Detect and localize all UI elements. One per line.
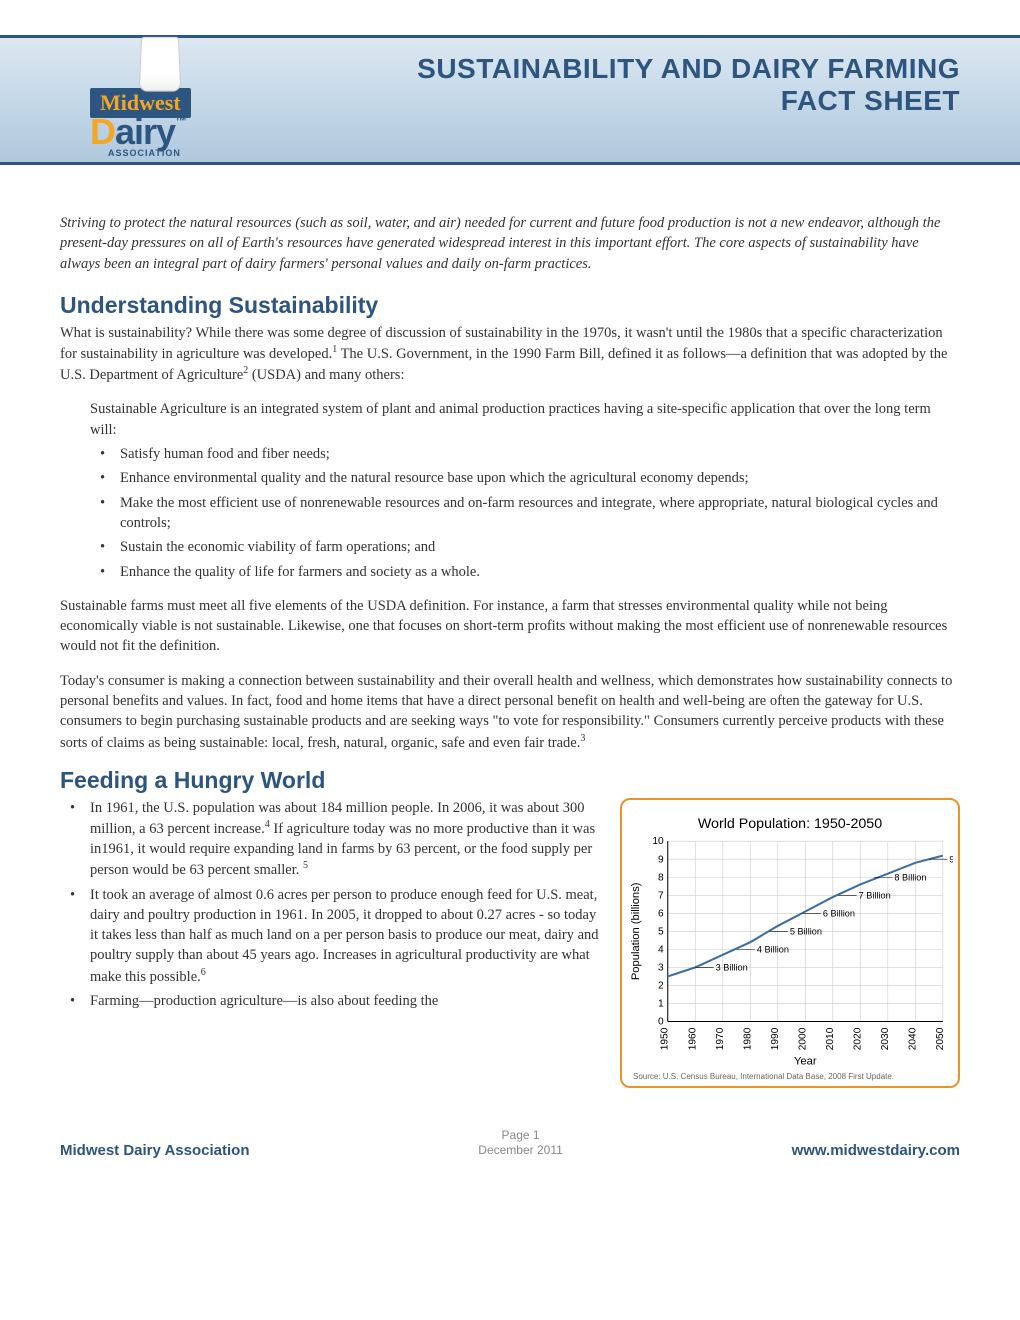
page-footer: Midwest Dairy Association Page 1 Decembe… (60, 1128, 960, 1159)
footer-org: Midwest Dairy Association (60, 1142, 250, 1159)
definition-intro: Sustainable Agriculture is an integrated… (90, 399, 960, 440)
svg-text:8: 8 (658, 872, 664, 883)
svg-text:2: 2 (658, 980, 664, 991)
svg-text:1960: 1960 (687, 1027, 698, 1050)
svg-text:2030: 2030 (880, 1027, 891, 1050)
svg-text:10: 10 (652, 836, 664, 847)
svg-text:8 Billion: 8 Billion (894, 872, 926, 882)
milk-glass-icon (139, 37, 182, 92)
logo-association: ASSOCIATION (108, 148, 191, 158)
page-title: SUSTAINABILITY AND DAIRY FARMING FACT SH… (60, 53, 960, 117)
logo: Midwest Dairy™ ASSOCIATION (90, 43, 191, 158)
svg-text:6 Billion: 6 Billion (823, 908, 855, 918)
svg-text:1: 1 (658, 998, 664, 1009)
list-item: Enhance the quality of life for farmers … (90, 562, 960, 582)
svg-text:1990: 1990 (770, 1027, 781, 1050)
svg-text:World Population: 1950-2050: World Population: 1950-2050 (698, 816, 882, 832)
svg-text:4: 4 (658, 944, 664, 955)
svg-text:1970: 1970 (715, 1027, 726, 1050)
svg-text:Population (billions): Population (billions) (630, 882, 642, 980)
svg-text:5: 5 (658, 926, 664, 937)
svg-text:7 Billion: 7 Billion (859, 890, 891, 900)
svg-text:2010: 2010 (825, 1027, 836, 1050)
definition-list: Satisfy human food and fiber needs; Enha… (90, 444, 960, 582)
chart-source: Source: U.S. Census Bureau, Internationa… (633, 1072, 953, 1081)
definition-block: Sustainable Agriculture is an integrated… (90, 399, 960, 581)
paragraph: What is sustainability? While there was … (60, 323, 960, 386)
svg-text:6: 6 (658, 908, 664, 919)
logo-dairy: Dairy™ (90, 116, 191, 148)
list-item: It took an average of almost 0.6 acres p… (60, 885, 600, 987)
svg-text:5 Billion: 5 Billion (790, 926, 822, 936)
list-item: Satisfy human food and fiber needs; (90, 444, 960, 464)
population-chart: World Population: 1950-2050 0 1 2 3 4 5 6 7 8 9 10 1… (627, 810, 953, 1070)
intro-paragraph: Striving to protect the natural resource… (60, 213, 960, 274)
title-line2: FACT SHEET (60, 85, 960, 117)
svg-text:1980: 1980 (742, 1027, 753, 1050)
svg-text:2050: 2050 (935, 1027, 946, 1050)
svg-text:2040: 2040 (907, 1027, 918, 1050)
paragraph: Sustainable farms must meet all five ele… (60, 596, 960, 657)
list-item: In 1961, the U.S. population was about 1… (60, 798, 600, 881)
list-item: Make the most efficient use of nonrenewa… (90, 493, 960, 534)
svg-text:9 Billion: 9 Billion (949, 854, 953, 864)
list-item: Farming—production agriculture—is also a… (60, 991, 600, 1011)
svg-text:4 Billion: 4 Billion (757, 944, 789, 954)
population-chart-box: World Population: 1950-2050 0 1 2 3 4 5 6 7 8 9 10 1… (620, 798, 960, 1088)
paragraph: Today's consumer is making a connection … (60, 671, 960, 753)
list-item: Sustain the economic viability of farm o… (90, 537, 960, 557)
svg-text:2000: 2000 (797, 1027, 808, 1050)
svg-text:3: 3 (658, 962, 664, 973)
svg-text:9: 9 (658, 854, 664, 865)
heading-understanding: Understanding Sustainability (60, 292, 960, 319)
svg-text:1950: 1950 (660, 1027, 671, 1050)
svg-text:3 Billion: 3 Billion (716, 962, 748, 972)
feeding-list: In 1961, the U.S. population was about 1… (60, 798, 600, 1011)
title-line1: SUSTAINABILITY AND DAIRY FARMING (60, 53, 960, 85)
header-banner: Midwest Dairy™ ASSOCIATION SUSTAINABILIT… (0, 35, 1020, 165)
svg-text:7: 7 (658, 890, 664, 901)
list-item: Enhance environmental quality and the na… (90, 468, 960, 488)
footer-url: www.midwestdairy.com (792, 1142, 960, 1159)
svg-text:0: 0 (658, 1016, 664, 1027)
heading-feeding: Feeding a Hungry World (60, 767, 960, 794)
footer-page: Page 1 December 2011 (478, 1128, 563, 1159)
svg-text:Year: Year (794, 1055, 817, 1067)
svg-text:2020: 2020 (852, 1027, 863, 1050)
